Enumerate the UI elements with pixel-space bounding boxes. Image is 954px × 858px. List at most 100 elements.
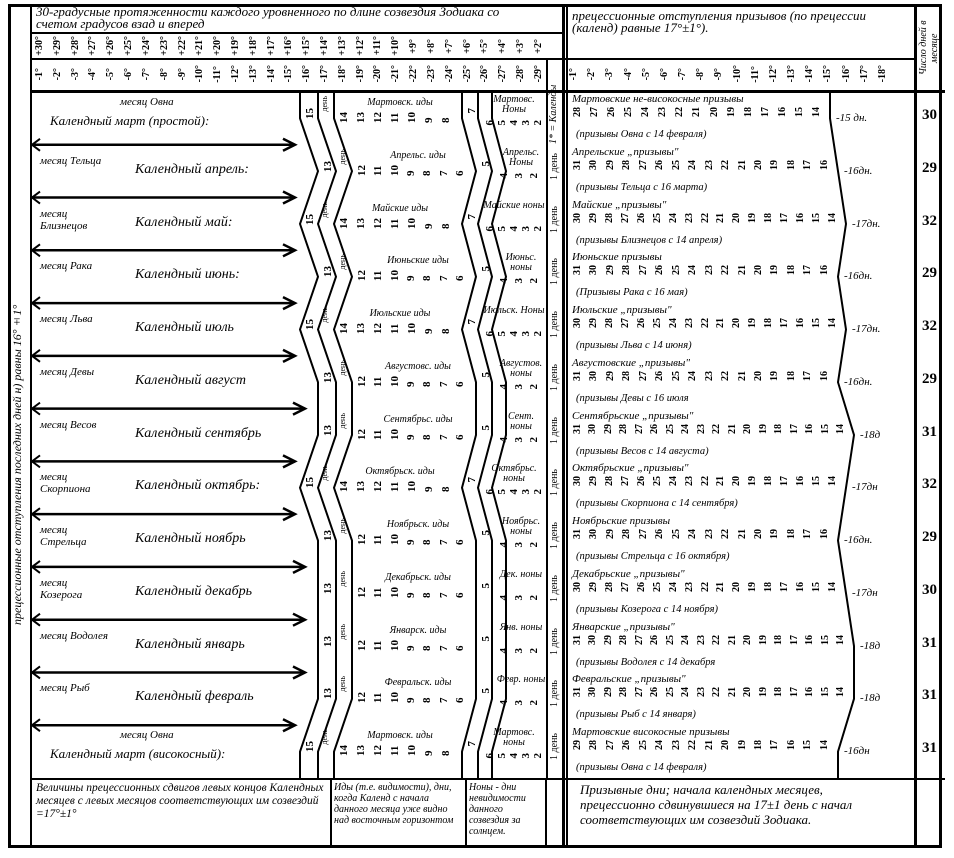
calls-days: 30 29 28 27 26 25 24 23 22 21 20 19 18 17 16 15 14 bbox=[572, 476, 838, 486]
nones-day: 3 bbox=[513, 700, 525, 706]
calendar-month-label: Календный октябрь: bbox=[135, 478, 261, 494]
calls-day: 20 bbox=[752, 370, 764, 381]
nones-label: Июльск. Ноны bbox=[483, 305, 545, 317]
calls-day: 20 bbox=[742, 687, 754, 698]
month-row: месяц Близнецов Календный май: 15 день Майск… bbox=[0, 198, 954, 251]
calls-day: 23 bbox=[683, 581, 695, 592]
calls-day: 29 bbox=[572, 740, 583, 751]
calls-day: 30 bbox=[587, 634, 599, 645]
ides-day: 11 bbox=[372, 534, 385, 546]
nones-day: 3 bbox=[520, 753, 532, 759]
calls-day: 22 bbox=[720, 529, 732, 540]
calls-day: 24 bbox=[687, 529, 699, 540]
ides-day: 6 bbox=[453, 381, 466, 387]
ides-day: 10 bbox=[406, 745, 418, 757]
ides-day: 12 bbox=[356, 692, 368, 704]
nones-start-day: 5 bbox=[480, 266, 492, 272]
calls-zigzag-line bbox=[829, 92, 856, 778]
kalends-day: 1 день bbox=[549, 627, 560, 655]
calls-day: 20 bbox=[752, 159, 764, 170]
nones-day: 6 bbox=[484, 120, 496, 126]
calls-day: 26 bbox=[635, 476, 647, 487]
calls-title: Июньские призывы bbox=[572, 251, 662, 264]
ides-day: 8 bbox=[421, 645, 434, 651]
nones-day: 3 bbox=[520, 331, 532, 337]
calls-day: 26 bbox=[621, 740, 633, 751]
calls-day: 20 bbox=[731, 581, 743, 592]
calls-day: 25 bbox=[670, 370, 682, 381]
ides-days: 12 11 10 9 8 7 6 bbox=[356, 270, 466, 281]
calls-day: 24 bbox=[667, 581, 679, 592]
ides-day: 8 bbox=[421, 381, 434, 387]
calls-day: 21 bbox=[736, 529, 748, 540]
calls-day: 24 bbox=[680, 687, 692, 698]
ides-day: 6 bbox=[453, 539, 466, 546]
kalends-day: 1 день bbox=[549, 733, 560, 761]
arrow-tail-icon bbox=[30, 190, 41, 205]
ides-day: 13 bbox=[355, 745, 367, 757]
calls-day: 31 bbox=[572, 687, 583, 698]
calls-day: 17 bbox=[788, 634, 800, 645]
calls-day: 28 bbox=[588, 740, 600, 751]
days-in-month: 32 bbox=[922, 212, 937, 229]
ides-days: 12 11 10 9 8 7 6 bbox=[356, 429, 466, 440]
band-day-label: день bbox=[338, 676, 347, 693]
ides-day: 11 bbox=[372, 693, 385, 704]
nones-day: 3 bbox=[520, 120, 532, 126]
calls-day: 28 bbox=[621, 265, 633, 276]
month-row: месяц Девы Календный август 13 день Августов… bbox=[0, 356, 954, 409]
nones-day: 3 bbox=[513, 172, 525, 179]
calls-day: 18 bbox=[785, 265, 797, 276]
calls-day: 19 bbox=[757, 634, 769, 645]
calls-day: 23 bbox=[703, 529, 715, 540]
nones-day: 4 bbox=[508, 120, 520, 126]
days-in-month: 30 bbox=[922, 107, 937, 123]
nones-day: 2 bbox=[528, 647, 540, 654]
nones-day: 6 bbox=[484, 489, 496, 495]
calls-day: 22 bbox=[699, 212, 711, 223]
calls-days: 30 29 28 27 26 25 24 23 22 21 20 19 18 17 16 15 14 bbox=[572, 213, 838, 223]
calls-day: 24 bbox=[680, 634, 692, 645]
calls-day: 28 bbox=[621, 529, 633, 540]
nones-label: Апрельс. Ноны bbox=[502, 146, 540, 168]
calls-day: 28 bbox=[621, 370, 633, 381]
ides-day: 10 bbox=[388, 586, 401, 598]
calls-day: 16 bbox=[795, 212, 807, 223]
calls-offset: -16дн. bbox=[844, 270, 873, 283]
days-in-month: 31 bbox=[922, 687, 937, 704]
calls-day: 21 bbox=[736, 159, 748, 170]
ides-days: 12 11 10 9 8 7 6 bbox=[356, 587, 466, 598]
kalends-day: 1 день bbox=[549, 152, 560, 180]
nones-start-day: 7 bbox=[466, 319, 478, 325]
calls-day: 29 bbox=[604, 159, 616, 170]
ides-day: 7 bbox=[437, 434, 450, 440]
calls-day: 17 bbox=[802, 265, 814, 276]
ides-start-day: 15 bbox=[304, 477, 316, 489]
calls-day: 26 bbox=[654, 265, 666, 276]
nones-label: Июньс. ноны bbox=[505, 252, 537, 274]
ides-zigzag-line bbox=[332, 92, 354, 778]
band-day-label: день bbox=[320, 465, 329, 481]
ides-day: 10 bbox=[388, 692, 401, 704]
ides-day: 6 bbox=[453, 697, 466, 704]
band-day-label: день bbox=[320, 96, 329, 112]
days-in-month: 32 bbox=[922, 476, 937, 493]
calls-day: 15 bbox=[819, 687, 831, 698]
calls-day: 25 bbox=[623, 107, 635, 117]
calls-sign: (призывы Льва с 14 июня) bbox=[576, 340, 692, 352]
calls-day: 14 bbox=[834, 423, 846, 434]
ides-day: 11 bbox=[372, 376, 385, 387]
calls-title: Августовские „призывы" bbox=[572, 356, 690, 369]
calls-sign: (призывы Близнецов с 14 апреля) bbox=[576, 234, 723, 246]
ides-label: Майские иды bbox=[371, 202, 429, 214]
calls-day: 29 bbox=[587, 212, 599, 223]
calls-day: 16 bbox=[795, 581, 807, 592]
ides-day: 7 bbox=[437, 170, 450, 176]
ides-start-day: 15 bbox=[304, 741, 316, 753]
band-day-label: день bbox=[338, 518, 347, 534]
calls-day: 28 bbox=[618, 687, 630, 698]
month-row: месяц Овна Календный март (простой): 15 ден… bbox=[0, 92, 954, 145]
calls-day: 21 bbox=[726, 423, 738, 434]
ides-day: 11 bbox=[389, 745, 401, 757]
